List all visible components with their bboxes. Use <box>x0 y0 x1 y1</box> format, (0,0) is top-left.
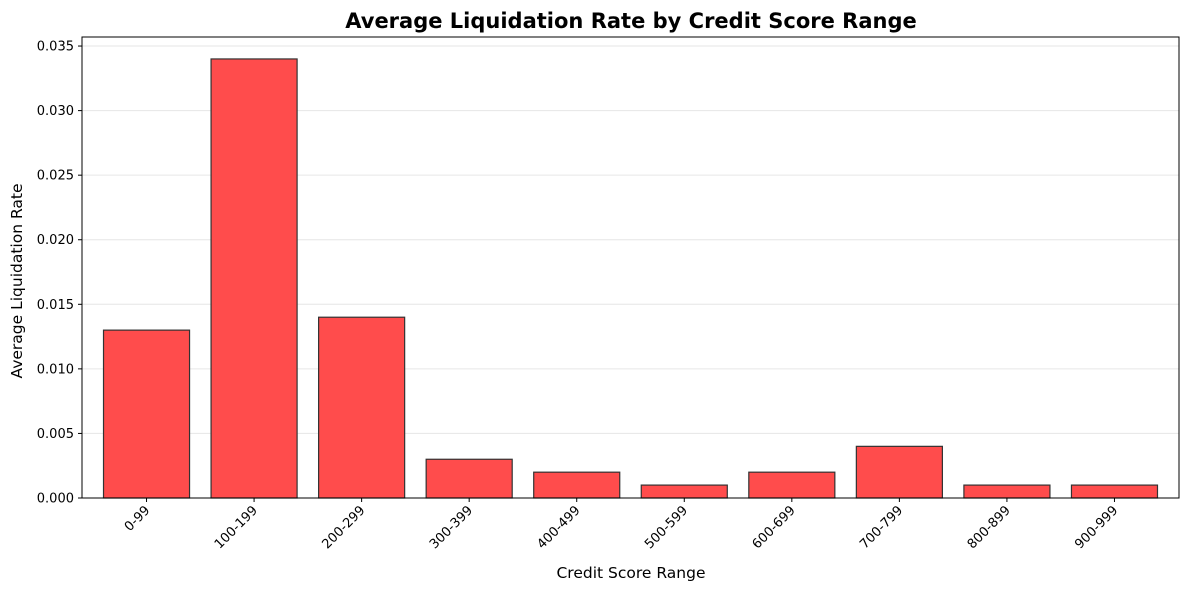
bars <box>102 58 1159 499</box>
y-tick-label: 0.010 <box>37 362 74 377</box>
x-tick-label: 0-99 <box>122 503 153 534</box>
y-tick-label: 0.000 <box>37 492 74 507</box>
x-tick-label: 100-199 <box>212 503 261 552</box>
bar-300-399 <box>425 458 513 499</box>
x-tick-label: 500-599 <box>642 503 691 552</box>
x-tick-label: 900-999 <box>1072 503 1121 552</box>
x-tick-label: 400-499 <box>535 503 584 552</box>
chart-title: Average Liquidation Rate by Credit Score… <box>345 9 916 33</box>
bar-700-799 <box>855 445 943 499</box>
y-tick-label: 0.025 <box>37 169 74 184</box>
x-axis-label: Credit Score Range <box>556 564 705 582</box>
bar-600-699 <box>748 471 836 499</box>
bar-800-899 <box>963 484 1051 499</box>
x-tick-label: 700-799 <box>857 503 906 552</box>
x-tick-label: 600-699 <box>750 503 799 552</box>
y-axis-label: Average Liquidation Rate <box>8 184 26 379</box>
x-tick-label: 200-299 <box>319 503 368 552</box>
x-tick-label: 800-899 <box>965 503 1014 552</box>
bar-400-499 <box>533 471 621 499</box>
bar-0-99 <box>102 329 191 499</box>
y-axis-ticks: 0.000 0.005 0.010 0.015 0.020 0.025 0.030 0.035 <box>37 40 82 507</box>
y-tick-label: 0.030 <box>37 104 74 119</box>
plot-frame <box>81 36 1180 499</box>
x-axis-ticks: 0-99 100-199 200-299 300-399 400-499 500-599 6… <box>122 498 1121 552</box>
y-tick-label: 0.005 <box>37 427 74 442</box>
y-tick-label: 0.020 <box>37 233 74 248</box>
bar-500-599 <box>640 484 728 499</box>
bar-100-199 <box>210 58 298 499</box>
y-tick-label: 0.035 <box>37 40 74 55</box>
x-tick-label: 300-399 <box>427 503 476 552</box>
y-tick-label: 0.015 <box>37 298 74 313</box>
bar-200-299 <box>318 316 406 499</box>
bar-900-999 <box>1070 484 1159 499</box>
